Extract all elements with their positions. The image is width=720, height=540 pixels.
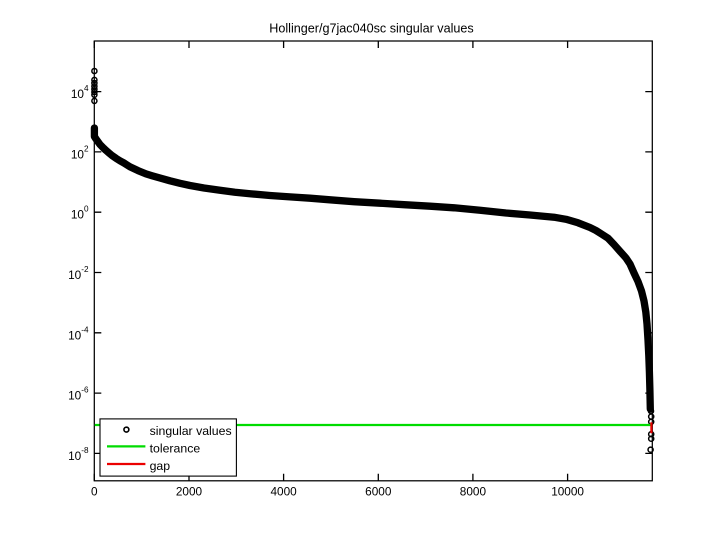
svg-text:gap: gap (150, 459, 171, 473)
svg-text:2000: 2000 (176, 484, 203, 498)
svg-text:10000: 10000 (551, 484, 584, 498)
svg-text:4000: 4000 (270, 484, 297, 498)
svg-text:Hollinger/g7jac040sc singular: Hollinger/g7jac040sc singular values (269, 21, 473, 35)
svg-text:0: 0 (91, 484, 98, 498)
svg-text:8000: 8000 (460, 484, 487, 498)
svg-text:6000: 6000 (365, 484, 392, 498)
svg-text:singular values: singular values (150, 424, 232, 438)
svg-text:tolerance: tolerance (150, 442, 201, 456)
